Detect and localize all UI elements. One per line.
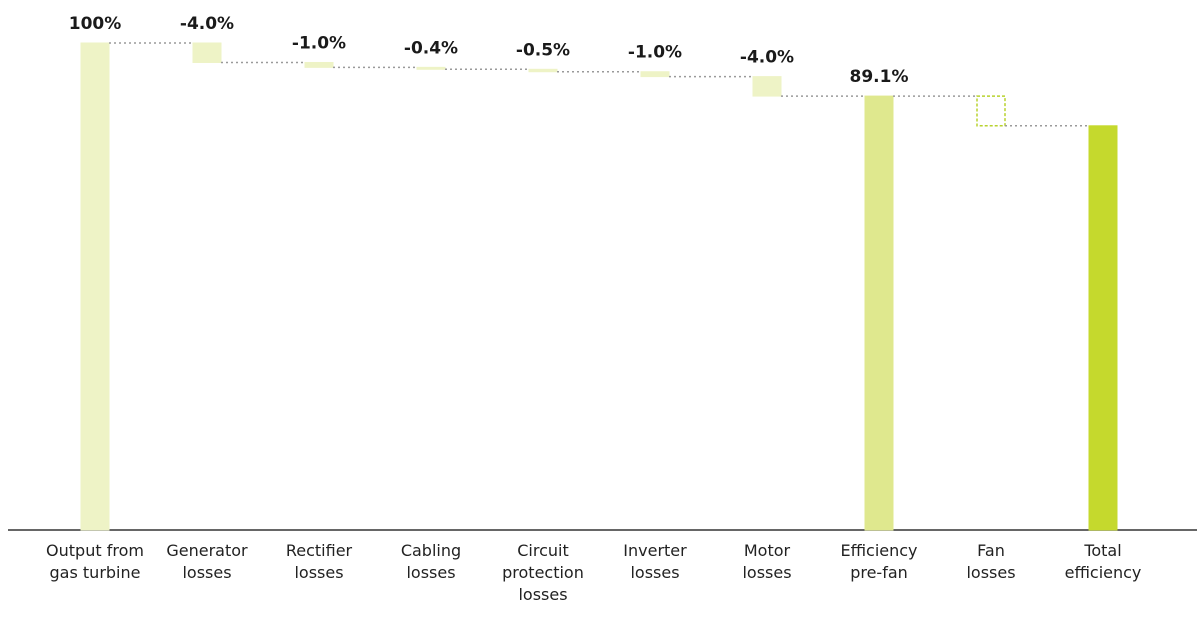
bar <box>976 95 1006 127</box>
value-label: -4.0% <box>180 14 234 34</box>
category-label: Output from gas turbine <box>46 541 144 582</box>
value-label: -0.5% <box>516 40 570 60</box>
bar <box>640 71 670 78</box>
bar <box>864 95 894 531</box>
bar <box>80 42 110 531</box>
bar <box>752 76 782 97</box>
bar <box>304 61 334 68</box>
category-label: Circuit protection losses <box>502 541 584 604</box>
value-label: -1.0% <box>292 33 346 53</box>
category-label: Fan losses <box>966 541 1016 582</box>
bar <box>1088 125 1118 531</box>
bar <box>528 68 558 73</box>
value-label: -0.4% <box>404 38 458 58</box>
category-label: Cabling losses <box>400 541 462 582</box>
value-label: 89.1% <box>850 67 909 87</box>
category-label: Efficiency pre-fan <box>840 541 918 582</box>
category-label: Inverter losses <box>623 541 687 582</box>
value-label: 100% <box>69 14 122 34</box>
category-label: Total efficiency <box>1064 541 1142 582</box>
category-label: Generator losses <box>166 541 248 582</box>
bar <box>416 66 446 70</box>
bar <box>192 42 222 63</box>
category-label: Motor losses <box>742 541 792 582</box>
value-label: -4.0% <box>740 48 794 68</box>
category-label: Rectifier losses <box>285 541 353 582</box>
value-label: -1.0% <box>628 43 682 63</box>
